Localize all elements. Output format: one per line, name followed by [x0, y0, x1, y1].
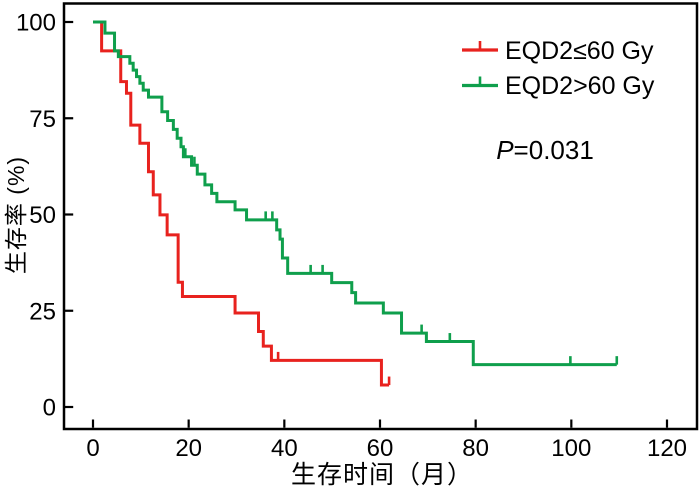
- p-value-annotation: P=0.031: [496, 135, 594, 166]
- y-axis-tick-label: 0: [43, 395, 56, 422]
- x-axis-tick-label: 20: [175, 435, 202, 462]
- x-axis-tick-label: 40: [271, 435, 298, 462]
- p-value-symbol: P: [496, 135, 514, 165]
- legend-item-eqd2-le-60: EQD2≤60 Gy: [505, 37, 654, 65]
- p-value-number: =0.031: [513, 135, 594, 165]
- x-axis-title: 生存时间（月）: [290, 461, 474, 486]
- survival-curve-0: [93, 20, 390, 387]
- legend-item-eqd2-gt-60: EQD2>60 Gy: [505, 72, 655, 100]
- x-axis-tick-label: 100: [551, 435, 591, 462]
- y-axis-tick-label: 75: [29, 106, 56, 133]
- x-axis-tick-label: 80: [462, 435, 489, 462]
- y-axis-tick-label: 100: [16, 10, 56, 37]
- y-axis-title: 生存率 (%): [3, 155, 29, 275]
- x-axis-tick-label: 120: [647, 435, 687, 462]
- survival-curve-1: [93, 20, 617, 367]
- x-axis-tick-label: 0: [86, 435, 99, 462]
- plot-frame: [62, 2, 699, 431]
- y-axis-tick-label: 50: [29, 202, 56, 229]
- y-axis-tick-label: 25: [29, 298, 56, 325]
- x-axis-tick-label: 60: [367, 435, 394, 462]
